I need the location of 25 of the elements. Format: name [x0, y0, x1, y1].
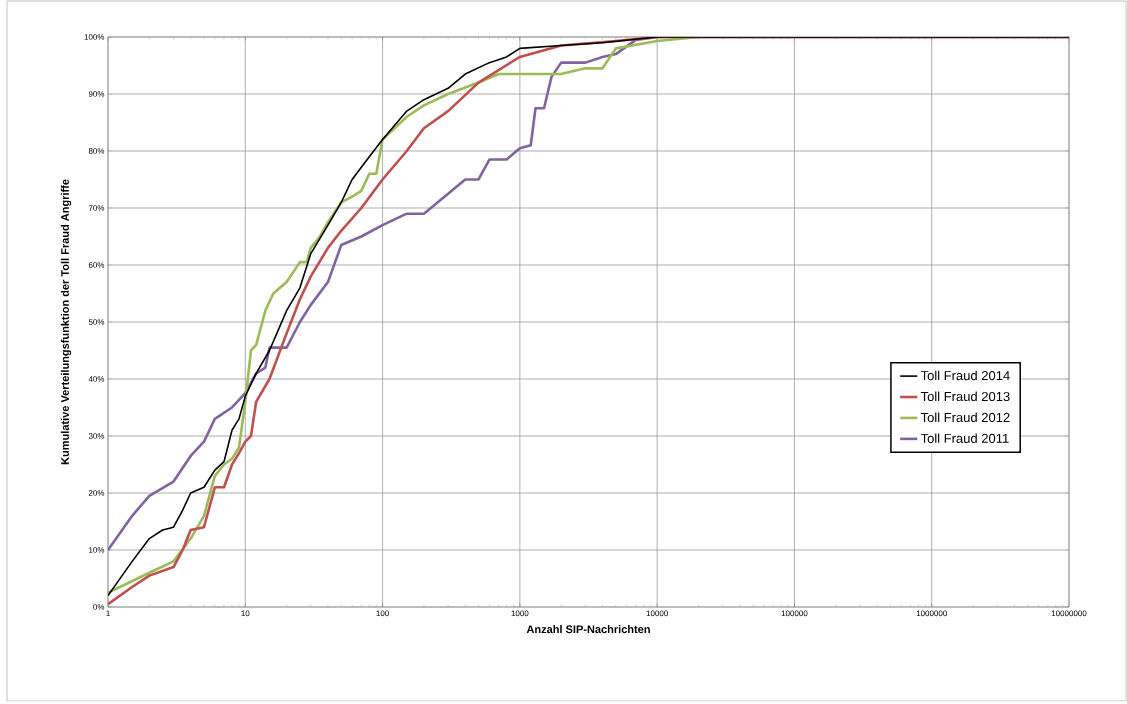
legend-label: Toll Fraud 2013 — [920, 391, 1010, 402]
legend-label: Toll Fraud 2012 — [920, 412, 1010, 423]
y-tick-label: 60% — [88, 262, 105, 268]
y-axis-title: Kumulative Verteilungsfunktion der Toll Fraud Angriffe — [60, 179, 72, 465]
y-tick-label: 100% — [84, 34, 105, 40]
x-tick-label: 1 — [106, 610, 110, 617]
x-tick-label: 10 — [241, 610, 250, 617]
x-tick-label: 100000 — [781, 610, 808, 617]
legend-label: Toll Fraud 2014 — [920, 370, 1010, 381]
x-tick-label: 1000 — [511, 610, 529, 617]
y-tick-label: 70% — [88, 205, 105, 211]
y-tick-label: 40% — [88, 376, 105, 382]
y-tick-label: 0% — [93, 604, 105, 610]
x-tick-label: 1000000 — [916, 610, 947, 617]
y-tick-label: 90% — [88, 91, 105, 97]
x-tick-label: 10000000 — [1051, 610, 1087, 617]
y-tick-label: 20% — [88, 490, 105, 496]
y-tick-label: 50% — [88, 319, 105, 325]
x-tick-label: 100 — [376, 610, 389, 617]
y-tick-label: 30% — [88, 433, 105, 439]
x-axis-title: Anzahl SIP-Nachrichten — [526, 625, 650, 634]
x-tick-label: 10000 — [646, 610, 668, 617]
y-tick-label: 10% — [89, 547, 105, 553]
legend-label: Toll Fraud 2011 — [920, 433, 1009, 443]
y-tick-label: 80% — [88, 148, 105, 154]
